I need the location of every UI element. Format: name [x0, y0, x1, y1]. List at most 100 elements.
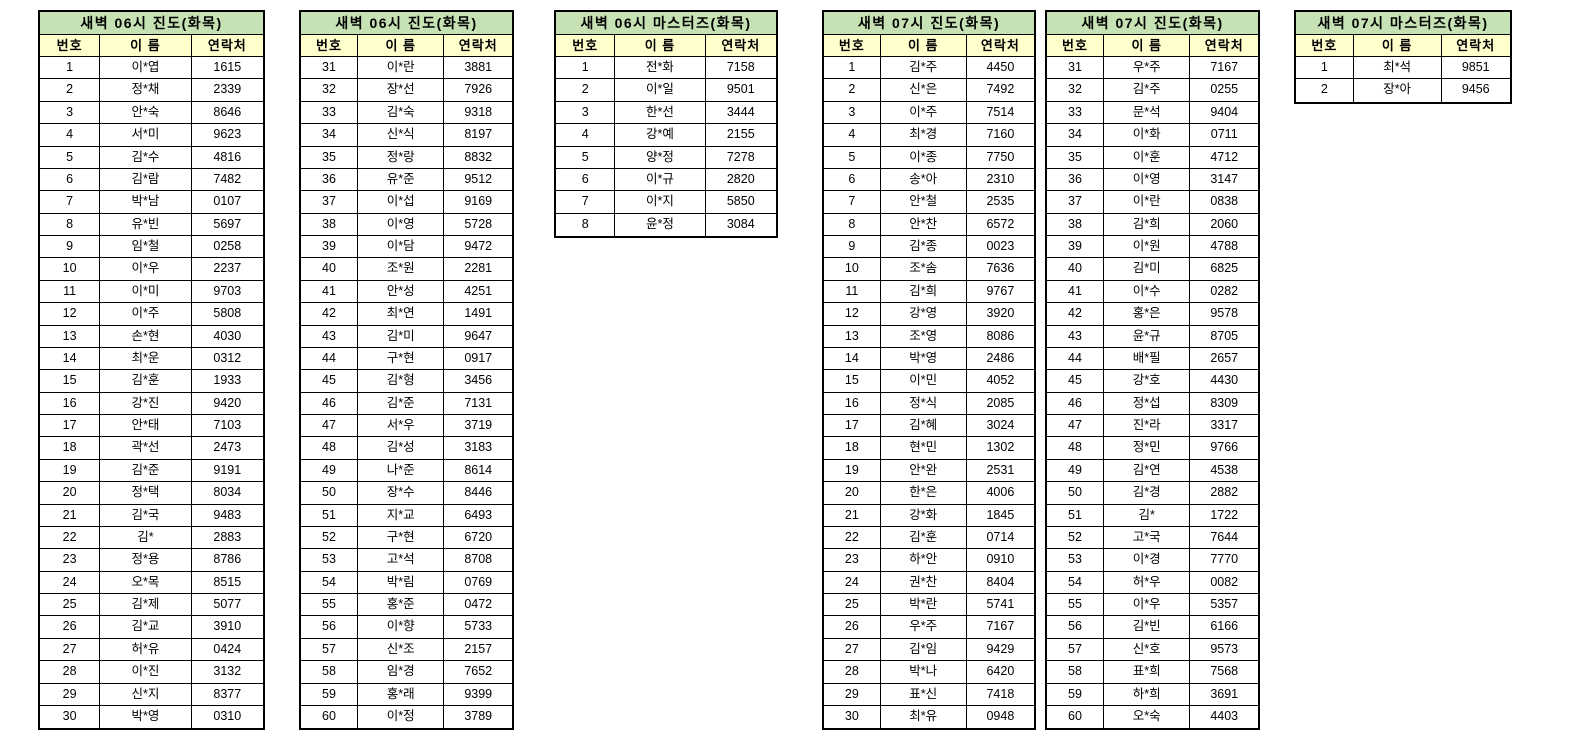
- name-cell: 이*화: [1103, 124, 1191, 147]
- name-cell: 김*주: [880, 57, 967, 80]
- contact-cell: 5808: [191, 303, 263, 326]
- contact-cell: 2531: [966, 460, 1034, 483]
- contact-cell: 5741: [966, 594, 1034, 617]
- contact-cell: 9472: [444, 236, 512, 259]
- contact-cell: 8309: [1190, 393, 1258, 415]
- table-row: 53 이*경 7770: [1047, 549, 1258, 572]
- row-number-cell: 47: [1047, 415, 1104, 438]
- table-row: 52 구*현 6720: [301, 526, 512, 550]
- table-row: 28 박*나 6420: [824, 661, 1034, 684]
- contact-cell: 7418: [966, 684, 1034, 706]
- row-number-cell: 5: [824, 146, 881, 169]
- column-header-contact: 연락처: [966, 35, 1034, 57]
- table-row: 26 우*주 7167: [824, 616, 1034, 639]
- row-number-cell: 22: [40, 526, 101, 550]
- name-cell: 이*우: [1103, 594, 1191, 617]
- table-row: 34 이*화 0711: [1047, 124, 1258, 147]
- name-cell: 최*유: [881, 705, 967, 729]
- name-cell: 김*국: [100, 504, 192, 527]
- contact-cell: 5077: [191, 594, 263, 617]
- name-cell: 나*준: [357, 459, 445, 483]
- contact-cell: 7492: [966, 79, 1034, 102]
- contact-cell: 3910: [191, 616, 263, 639]
- table-row: 14 박*영 2486: [824, 347, 1034, 371]
- name-cell: 강*영: [880, 303, 967, 326]
- name-cell: 홍*준: [357, 594, 445, 617]
- row-number-cell: 28: [40, 661, 101, 684]
- table-header-row: 번호 이 름 연락처: [40, 35, 263, 57]
- row-number-cell: 25: [40, 594, 101, 617]
- row-number-cell: 37: [301, 191, 358, 214]
- row-number-cell: 16: [40, 392, 101, 415]
- row-number-cell: 34: [301, 124, 358, 147]
- table-row: 6 송*아 2310: [824, 168, 1034, 192]
- row-number-cell: 52: [301, 526, 358, 550]
- contact-cell: 2157: [444, 639, 512, 662]
- contact-cell: 4030: [191, 326, 263, 348]
- contact-cell: 0711: [1190, 124, 1258, 147]
- row-number-cell: 35: [1047, 146, 1104, 169]
- name-cell: 허*우: [1103, 571, 1191, 594]
- row-number-cell: 7: [40, 191, 101, 214]
- row-number-cell: 60: [1047, 705, 1104, 729]
- contact-cell: 9623: [191, 124, 263, 147]
- table-row: 9 김*종 0023: [824, 236, 1034, 259]
- table-row: 56 이*향 5733: [301, 616, 512, 639]
- name-cell: 이*일: [615, 79, 706, 102]
- table-row: 39 이*담 9472: [301, 236, 512, 259]
- table-row: 49 김*연 4538: [1047, 459, 1258, 483]
- column-header-name: 이 름: [357, 35, 445, 57]
- contact-cell: 5697: [191, 214, 263, 236]
- table-row: 51 지*교 6493: [301, 504, 512, 527]
- contact-cell: 9399: [444, 684, 512, 706]
- row-number-cell: 42: [301, 303, 358, 326]
- row-number-cell: 40: [1047, 258, 1104, 281]
- table-row: 23 하*안 0910: [824, 549, 1034, 572]
- table-row: 29 표*신 7418: [824, 683, 1034, 706]
- table-row: 1 이*엽 1615: [40, 57, 263, 80]
- name-cell: 안*성: [357, 280, 445, 304]
- row-number-cell: 42: [1047, 303, 1104, 326]
- name-cell: 지*교: [357, 504, 445, 527]
- name-cell: 김*성: [357, 437, 445, 460]
- name-cell: 이*지: [615, 191, 706, 214]
- contact-cell: 0312: [191, 348, 263, 371]
- row-number-cell: 8: [824, 213, 881, 236]
- row-number-cell: 1: [556, 57, 616, 80]
- name-cell: 손*현: [100, 325, 192, 348]
- row-number-cell: 12: [824, 303, 881, 326]
- contact-cell: 4816: [191, 147, 263, 169]
- name-cell: 정*민: [1103, 437, 1191, 460]
- row-number-cell: 58: [301, 661, 358, 684]
- row-number-cell: 54: [1047, 571, 1104, 594]
- table-row: 6 김*람 7482: [40, 168, 263, 192]
- name-cell: 이*향: [357, 616, 445, 639]
- table-row: 13 조*영 8086: [824, 325, 1034, 348]
- table-row: 8 유*빈 5697: [40, 213, 263, 236]
- table-row: 4 서*미 9623: [40, 124, 263, 147]
- contact-cell: 2281: [444, 258, 512, 281]
- contact-cell: 0082: [1190, 572, 1258, 594]
- contact-cell: 7167: [1190, 57, 1258, 80]
- contact-cell: 9501: [705, 79, 776, 102]
- contact-cell: 7514: [966, 102, 1034, 125]
- row-number-cell: 45: [301, 370, 358, 393]
- row-number-cell: 49: [1047, 459, 1104, 483]
- table-row: 45 강*호 4430: [1047, 370, 1258, 393]
- name-cell: 유*준: [357, 168, 445, 192]
- contact-cell: 4430: [1190, 370, 1258, 393]
- table-row: 10 조*솜 7636: [824, 258, 1034, 281]
- table-row: 39 이*원 4788: [1047, 236, 1258, 259]
- column-header-number: 번호: [824, 35, 881, 57]
- contact-cell: 3719: [444, 415, 512, 438]
- row-number-cell: 60: [301, 705, 358, 729]
- contact-cell: 7636: [966, 258, 1034, 281]
- name-cell: 김*수: [100, 146, 192, 169]
- contact-cell: 6493: [444, 505, 512, 527]
- row-number-cell: 23: [40, 549, 101, 572]
- row-number-cell: 8: [40, 213, 101, 236]
- contact-cell: 4052: [966, 370, 1034, 393]
- contact-cell: 9483: [191, 505, 263, 527]
- contact-cell: 9766: [1190, 437, 1258, 460]
- row-number-cell: 24: [40, 571, 101, 594]
